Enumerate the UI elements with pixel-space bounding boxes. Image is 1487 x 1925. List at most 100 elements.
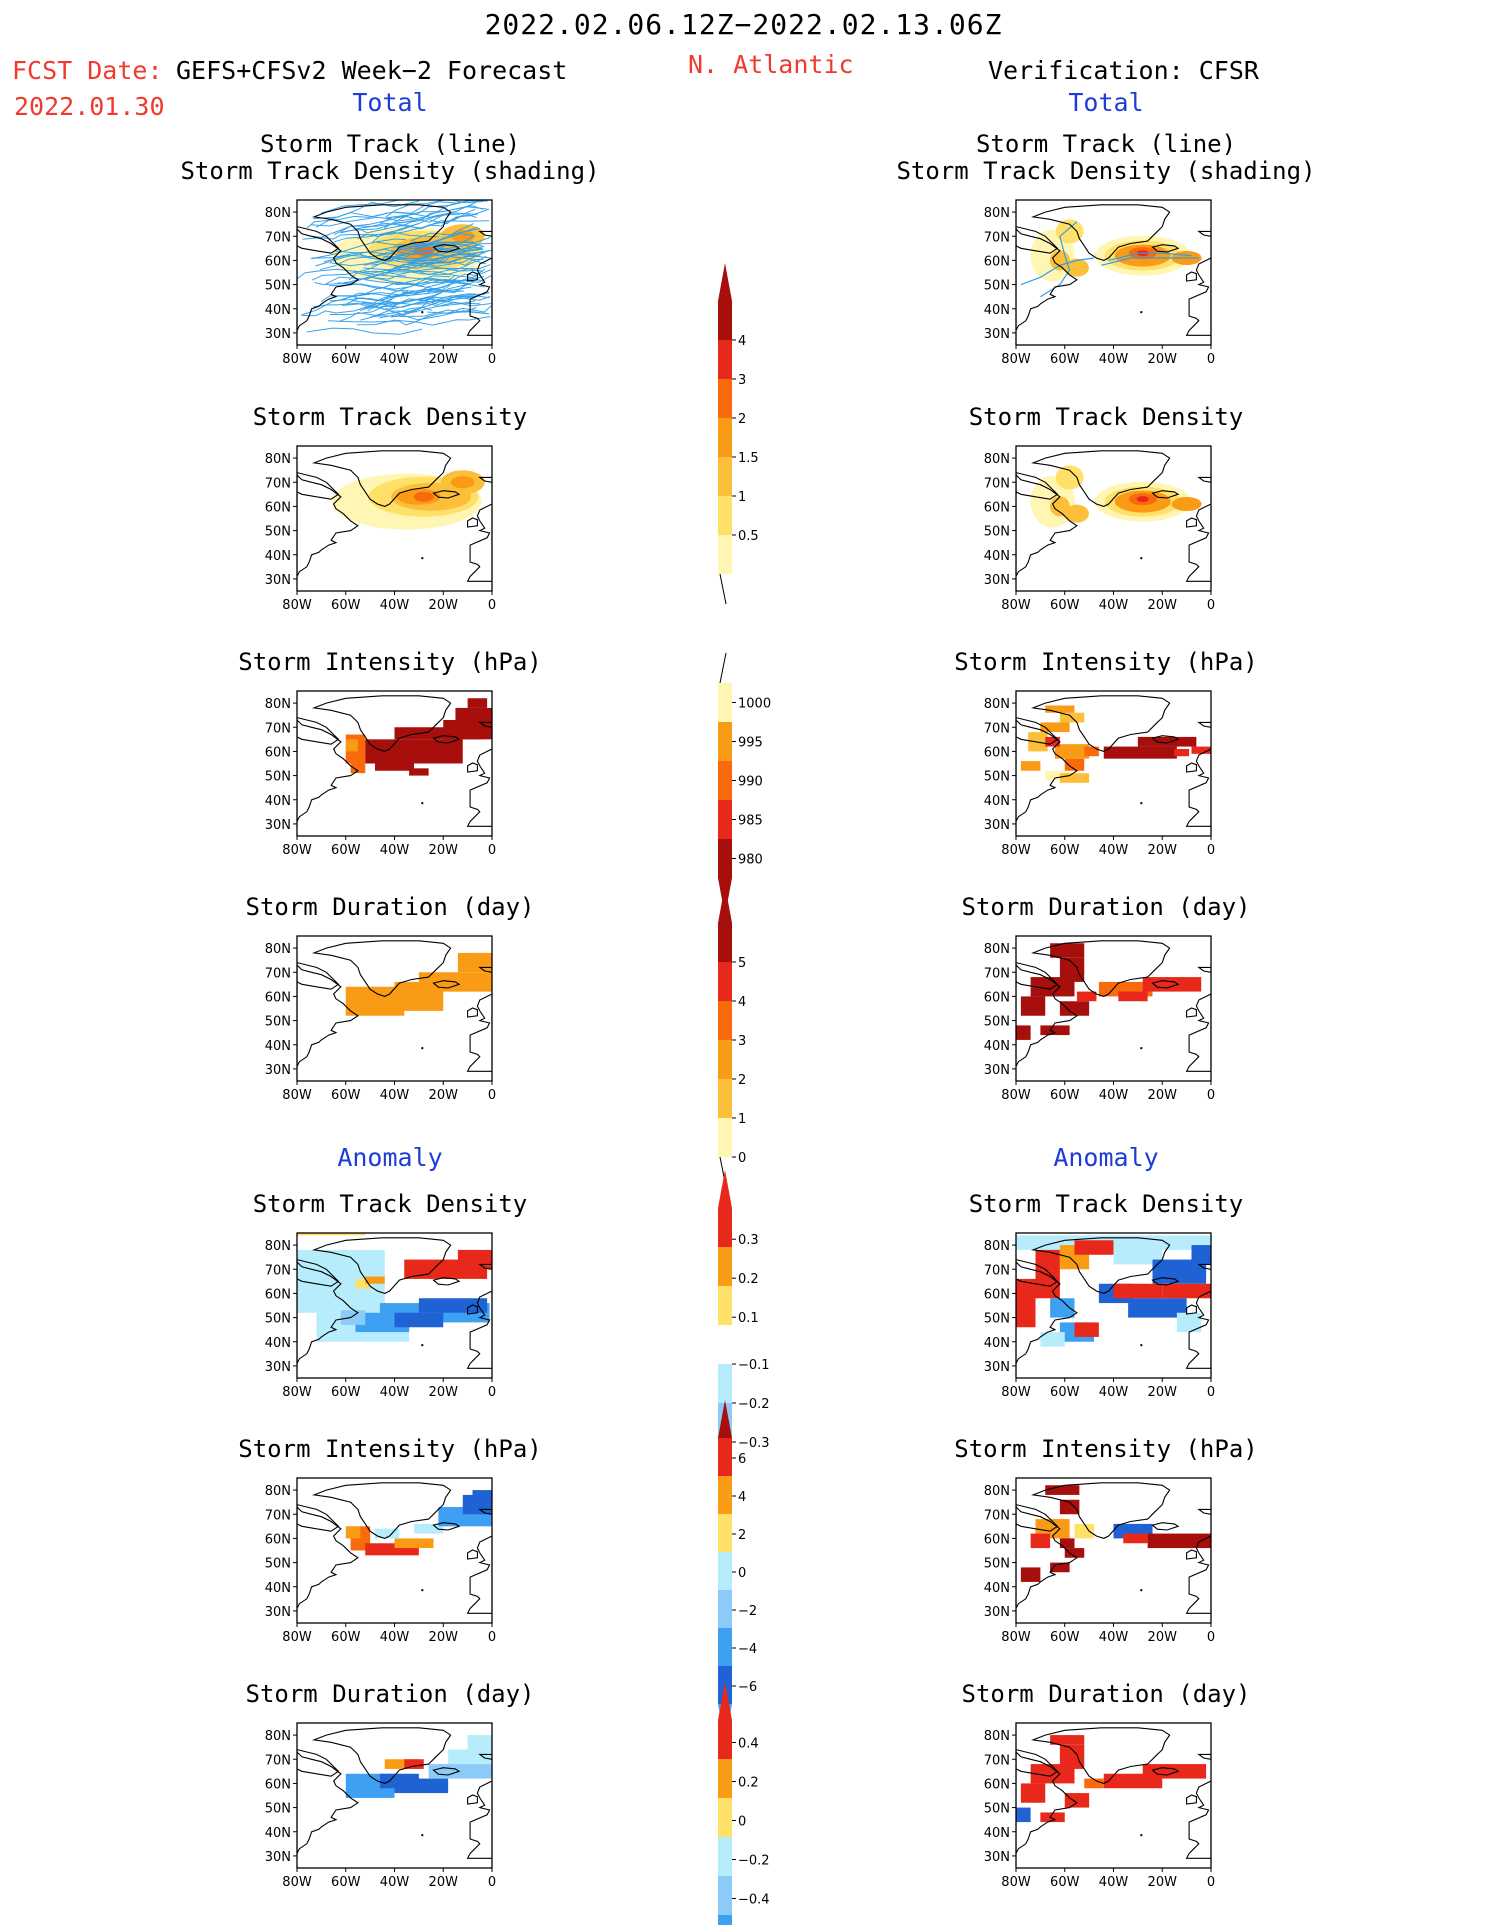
grid-cell (467, 1735, 492, 1750)
colorbar-label: 5 (738, 956, 746, 971)
lat-tick-label: 80N (265, 206, 291, 221)
grid-cell (1050, 1298, 1075, 1318)
iceland-coast (1151, 1767, 1180, 1776)
iceland-coast (432, 244, 461, 253)
storm-track-line (363, 254, 472, 266)
island-coast (478, 966, 492, 973)
grid-cell (1064, 758, 1085, 771)
lat-tick-label: 80N (265, 697, 291, 712)
map-obs-anom-intensity: 80N 70N 60N 50N 40N 30N 80W 60W 40W 20W 0 (984, 1477, 1215, 1645)
ireland-coast (1186, 517, 1197, 528)
baffin-coast (297, 472, 340, 500)
colorbar-label: −0.4 (738, 1893, 770, 1908)
density-contour (1055, 465, 1084, 490)
grid-cell (297, 1233, 366, 1236)
lon-tick-label: 60W (331, 1630, 361, 1645)
lat-tick-label: 30N (265, 1360, 291, 1375)
grid-cell (1035, 1249, 1060, 1299)
grid-cell (1142, 1764, 1207, 1779)
colorbar-segment (718, 1837, 732, 1876)
colorbar-open-bottom (719, 573, 727, 605)
greenland-coast (311, 1482, 452, 1539)
grid-cell (1191, 1245, 1211, 1265)
lat-tick-label: 40N (984, 1826, 1010, 1841)
title-right-track-shading: Storm Track Density (shading) (896, 157, 1316, 185)
lon-tick-label: 40W (1099, 1875, 1129, 1890)
ireland-coast (1186, 762, 1197, 773)
ireland-coast (467, 517, 478, 528)
grid-cell (355, 1278, 371, 1289)
storm-track-line (1020, 257, 1095, 286)
storm-track-line (1101, 257, 1199, 266)
storm-track-line (383, 213, 461, 229)
lat-tick-label: 80N (984, 452, 1010, 467)
colorbar-label: 1 (738, 490, 746, 505)
grid-cell (1045, 736, 1060, 747)
north-america-coast (297, 1751, 359, 1854)
grid-cell (1147, 1533, 1211, 1549)
lat-tick-label: 50N (984, 1312, 1010, 1327)
greenland-coast (1030, 1482, 1171, 1539)
title-right-anom-density: Storm Track Density (968, 1190, 1244, 1218)
map-frame (1015, 1477, 1212, 1624)
density-contour (1064, 258, 1089, 277)
iceland-coast (1151, 735, 1180, 744)
lat-tick-label: 50N (265, 1312, 291, 1327)
lat-tick-label: 40N (984, 1581, 1010, 1596)
colorbar-label: 2 (738, 412, 746, 427)
lat-tick-label: 30N (984, 1605, 1010, 1620)
grid-cell (418, 1298, 488, 1313)
colorbar-label: 0.4 (738, 1737, 759, 1752)
lon-tick-label: 0 (1207, 1385, 1215, 1400)
lon-tick-label: 40W (1099, 843, 1129, 858)
map-obs-total-duration: 80N 70N 60N 50N 40N 30N 80W 60W 40W 20W 0 (984, 935, 1215, 1103)
lon-tick-label: 60W (1050, 352, 1080, 367)
storm-track-line (387, 268, 483, 276)
lon-tick-label: 0 (488, 1088, 496, 1103)
europe-coast (466, 257, 492, 336)
iceland-coast (432, 490, 461, 499)
storm-track-line (393, 249, 492, 269)
lat-tick-label: 80N (265, 1239, 291, 1254)
grid-cell (1016, 1025, 1031, 1040)
lon-tick-label: 60W (1050, 1088, 1080, 1103)
density-contour (450, 476, 475, 489)
europe-coast (1185, 503, 1211, 582)
island-coast (1197, 966, 1211, 973)
lon-tick-label: 20W (1148, 598, 1178, 613)
lat-tick-label: 80N (265, 1484, 291, 1499)
grid-cell (1030, 1533, 1051, 1549)
lat-tick-label: 60N (265, 1532, 291, 1547)
colorbar-label: 4 (738, 334, 746, 349)
lon-tick-label: 0 (1207, 1875, 1215, 1890)
baffin-coast (297, 1749, 340, 1777)
north-america-coast (1016, 1751, 1078, 1854)
north-america-coast (1016, 474, 1078, 577)
lat-tick-label: 70N (984, 1753, 1010, 1768)
iceland-coast (1151, 1277, 1180, 1286)
map-obs-anom-density: 80N 70N 60N 50N 40N 30N 80W 60W 40W 20W 0 (984, 1232, 1215, 1400)
title-left-duration: Storm Duration (day) (245, 893, 535, 921)
lat-tick-label: 40N (984, 1336, 1010, 1351)
grid-cell (1074, 1322, 1099, 1337)
storm-track-line (342, 293, 477, 308)
azores-dot (421, 1047, 424, 1050)
storm-track-line (311, 253, 480, 281)
lat-tick-label: 80N (265, 452, 291, 467)
ireland-coast (1186, 1304, 1197, 1315)
colorbar-segment (718, 1876, 732, 1915)
storm-track-line (313, 302, 418, 313)
greenland-coast (311, 1237, 452, 1294)
verification-label: Verification: CFSR (988, 56, 1259, 85)
grid-cell (414, 1523, 444, 1534)
grid-cell (1045, 1485, 1080, 1495)
lat-tick-label: 80N (984, 206, 1010, 221)
grid-cell (345, 1526, 361, 1539)
map-obs-total-intensity: 80N 70N 60N 50N 40N 30N 80W 60W 40W 20W 0 (984, 690, 1215, 858)
density-contour (1055, 219, 1084, 244)
grid-cell (1040, 1332, 1065, 1347)
colorbar-segment (718, 535, 732, 574)
iceland-coast (432, 1767, 461, 1776)
storm-track-line (382, 295, 476, 310)
greenland-coast (1030, 1727, 1171, 1784)
